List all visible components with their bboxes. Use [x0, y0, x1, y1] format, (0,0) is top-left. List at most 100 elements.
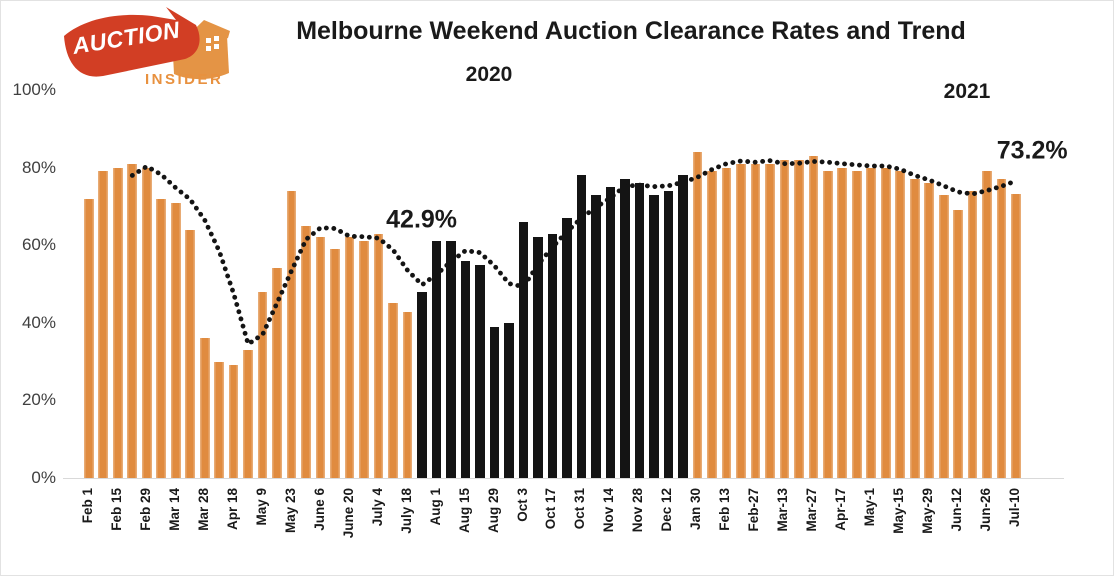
- x-tick-Oct-31: Oct 31: [572, 488, 588, 530]
- x-tick-Nov-28: Nov 28: [630, 488, 646, 533]
- bar-28: [475, 264, 485, 478]
- x-tick-Apr-18: Apr 18: [224, 488, 240, 531]
- bar-27: [460, 260, 471, 478]
- x-tick-Apr-17: Apr-17: [833, 488, 849, 531]
- bar-11: [228, 365, 239, 478]
- x-tick-Jan-30: Jan 30: [688, 488, 704, 531]
- banner-ribbon: AUCTION: [64, 7, 200, 77]
- bar-46: [736, 163, 746, 478]
- x-tick-May-1: May-1: [862, 488, 878, 527]
- bar-47: [750, 163, 761, 478]
- x-tick-Feb-13: Feb 13: [717, 488, 733, 531]
- bar-59: [924, 183, 934, 478]
- bar-1: [84, 198, 94, 478]
- auction-insider-logo: AUCTION INSIDER: [64, 7, 230, 88]
- bar-37: [605, 187, 616, 478]
- x-tick-May-15: May-15: [891, 488, 907, 534]
- bar-6: [156, 198, 167, 478]
- x-tick-Jun-12: Jun-12: [949, 488, 965, 532]
- bar-3: [112, 167, 123, 478]
- bar-17: [315, 237, 326, 478]
- bar-65: [1011, 193, 1021, 478]
- bar-13: [257, 291, 268, 478]
- bar-23: [402, 311, 413, 478]
- x-tick-Mar-27: Mar-27: [804, 488, 820, 532]
- bar-43: [692, 152, 703, 478]
- x-tick-Mar-14: Mar 14: [166, 488, 182, 531]
- bar-41: [663, 190, 674, 478]
- year-label-2020: 2020: [465, 63, 513, 86]
- x-tick-May-29: May-29: [920, 488, 936, 534]
- bar-8: [185, 229, 196, 478]
- x-tick-Mar-28: Mar 28: [195, 488, 211, 531]
- year-label-2021: 2021: [943, 80, 991, 103]
- bar-33: [547, 233, 558, 478]
- x-tick-June-20: June 20: [340, 488, 356, 539]
- bar-15: [286, 190, 297, 478]
- bar-54: [851, 171, 862, 478]
- bar-61: [953, 210, 963, 478]
- bar-36: [591, 194, 601, 478]
- bar-4: [127, 163, 138, 478]
- y-tick-0: 0%: [31, 468, 56, 487]
- bar-53: [837, 167, 848, 478]
- bar-34: [562, 218, 572, 478]
- bar-60: [938, 194, 949, 478]
- bar-20: [359, 241, 369, 478]
- bar-18: [330, 249, 340, 478]
- y-tick-80: 80%: [21, 157, 56, 177]
- bar-51: [808, 155, 819, 478]
- bar-29: [489, 326, 500, 478]
- bar-32: [533, 237, 543, 478]
- bar-26: [446, 241, 456, 478]
- bar-63: [982, 171, 992, 478]
- x-tick-Feb-1: Feb 1: [79, 488, 95, 524]
- x-tick-Feb-29: Feb 29: [137, 488, 153, 531]
- x-tick-Mar-13: Mar-13: [775, 488, 791, 532]
- x-tick-Aug-1: Aug 1: [427, 488, 443, 526]
- y-tick-60: 60%: [21, 235, 56, 255]
- bar-45: [721, 167, 732, 478]
- x-tick-Oct-17: Oct 17: [543, 488, 559, 530]
- bar-5: [141, 167, 152, 478]
- logo-word-insider: INSIDER: [145, 71, 223, 88]
- x-axis-line: [63, 478, 1064, 479]
- bar-7: [170, 202, 181, 478]
- x-tick-Jul-10: Jul-10: [1007, 488, 1023, 528]
- bar-30: [504, 322, 514, 478]
- bar-56: [880, 167, 891, 478]
- bar-12: [243, 349, 253, 478]
- x-tick-Dec-12: Dec 12: [659, 488, 675, 532]
- bar-57: [895, 171, 906, 478]
- bar-44: [707, 171, 717, 478]
- x-tick-July-18: July 18: [398, 488, 414, 534]
- bar-55: [866, 167, 877, 478]
- x-tick-May-9: May 9: [253, 488, 269, 526]
- bar-24: [417, 291, 427, 478]
- x-tick-Nov-14: Nov 14: [601, 488, 617, 533]
- annotation-73.2: 73.2%: [996, 136, 1068, 165]
- bar-9: [199, 338, 210, 478]
- y-tick-40: 40%: [21, 312, 56, 332]
- chart-title: Melbourne Weekend Auction Clearance Rate…: [296, 17, 966, 45]
- x-tick-July-4: July 4: [369, 488, 385, 527]
- x-tick-Feb-15: Feb 15: [108, 488, 124, 531]
- bar-10: [214, 361, 224, 478]
- bar-49: [779, 159, 790, 478]
- bar-64: [996, 179, 1007, 478]
- bar-31: [518, 221, 529, 478]
- bar-16: [301, 225, 311, 478]
- annotation-42.9: 42.9%: [386, 205, 458, 234]
- bar-19: [344, 237, 355, 478]
- bar-25: [431, 241, 442, 478]
- x-tick-Oct-3: Oct 3: [514, 488, 530, 522]
- bar-50: [794, 159, 804, 478]
- x-tick-May-23: May 23: [282, 488, 298, 534]
- bar-22: [388, 303, 398, 478]
- x-tick-Aug-29: Aug 29: [485, 488, 501, 534]
- bar-40: [649, 194, 659, 478]
- y-tick-20: 20%: [21, 390, 56, 410]
- bar-21: [373, 233, 384, 478]
- bar-58: [909, 179, 920, 478]
